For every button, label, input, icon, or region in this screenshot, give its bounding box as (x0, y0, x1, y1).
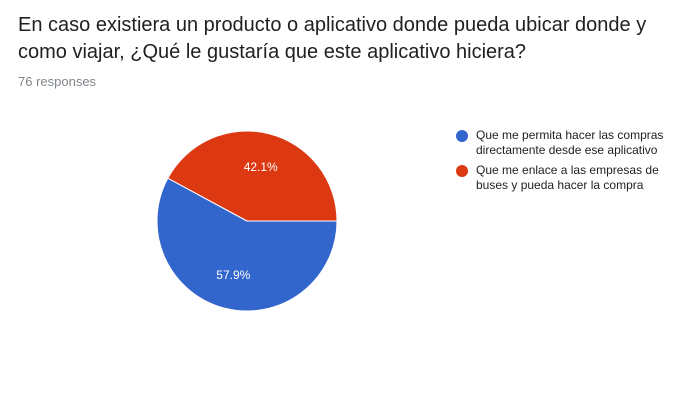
pie-slice-1 (156, 177, 338, 312)
pie-labels: 57.9% 42.1% (216, 160, 278, 282)
response-count: 76 responses (18, 74, 97, 89)
legend-label: Que me permita hacer las compras directa… (476, 128, 664, 157)
chart-legend: Que me permita hacer las compras directa… (456, 128, 681, 198)
legend-item-compras: Que me permita hacer las compras directa… (456, 128, 681, 158)
question-title: En caso existiera un producto o aplicati… (18, 14, 647, 63)
pie-slice-2 (167, 130, 338, 222)
pie-slice-label-2: 42.1% (244, 160, 278, 174)
legend-label: Que me enlace a las empresas de buses y … (476, 163, 659, 192)
pie-slice-label-1: 57.9% (216, 268, 250, 282)
legend-item-enlace: Que me enlace a las empresas de buses y … (456, 163, 681, 193)
legend-swatch (456, 165, 468, 177)
pie-slices (156, 130, 338, 312)
legend-swatch (456, 130, 468, 142)
